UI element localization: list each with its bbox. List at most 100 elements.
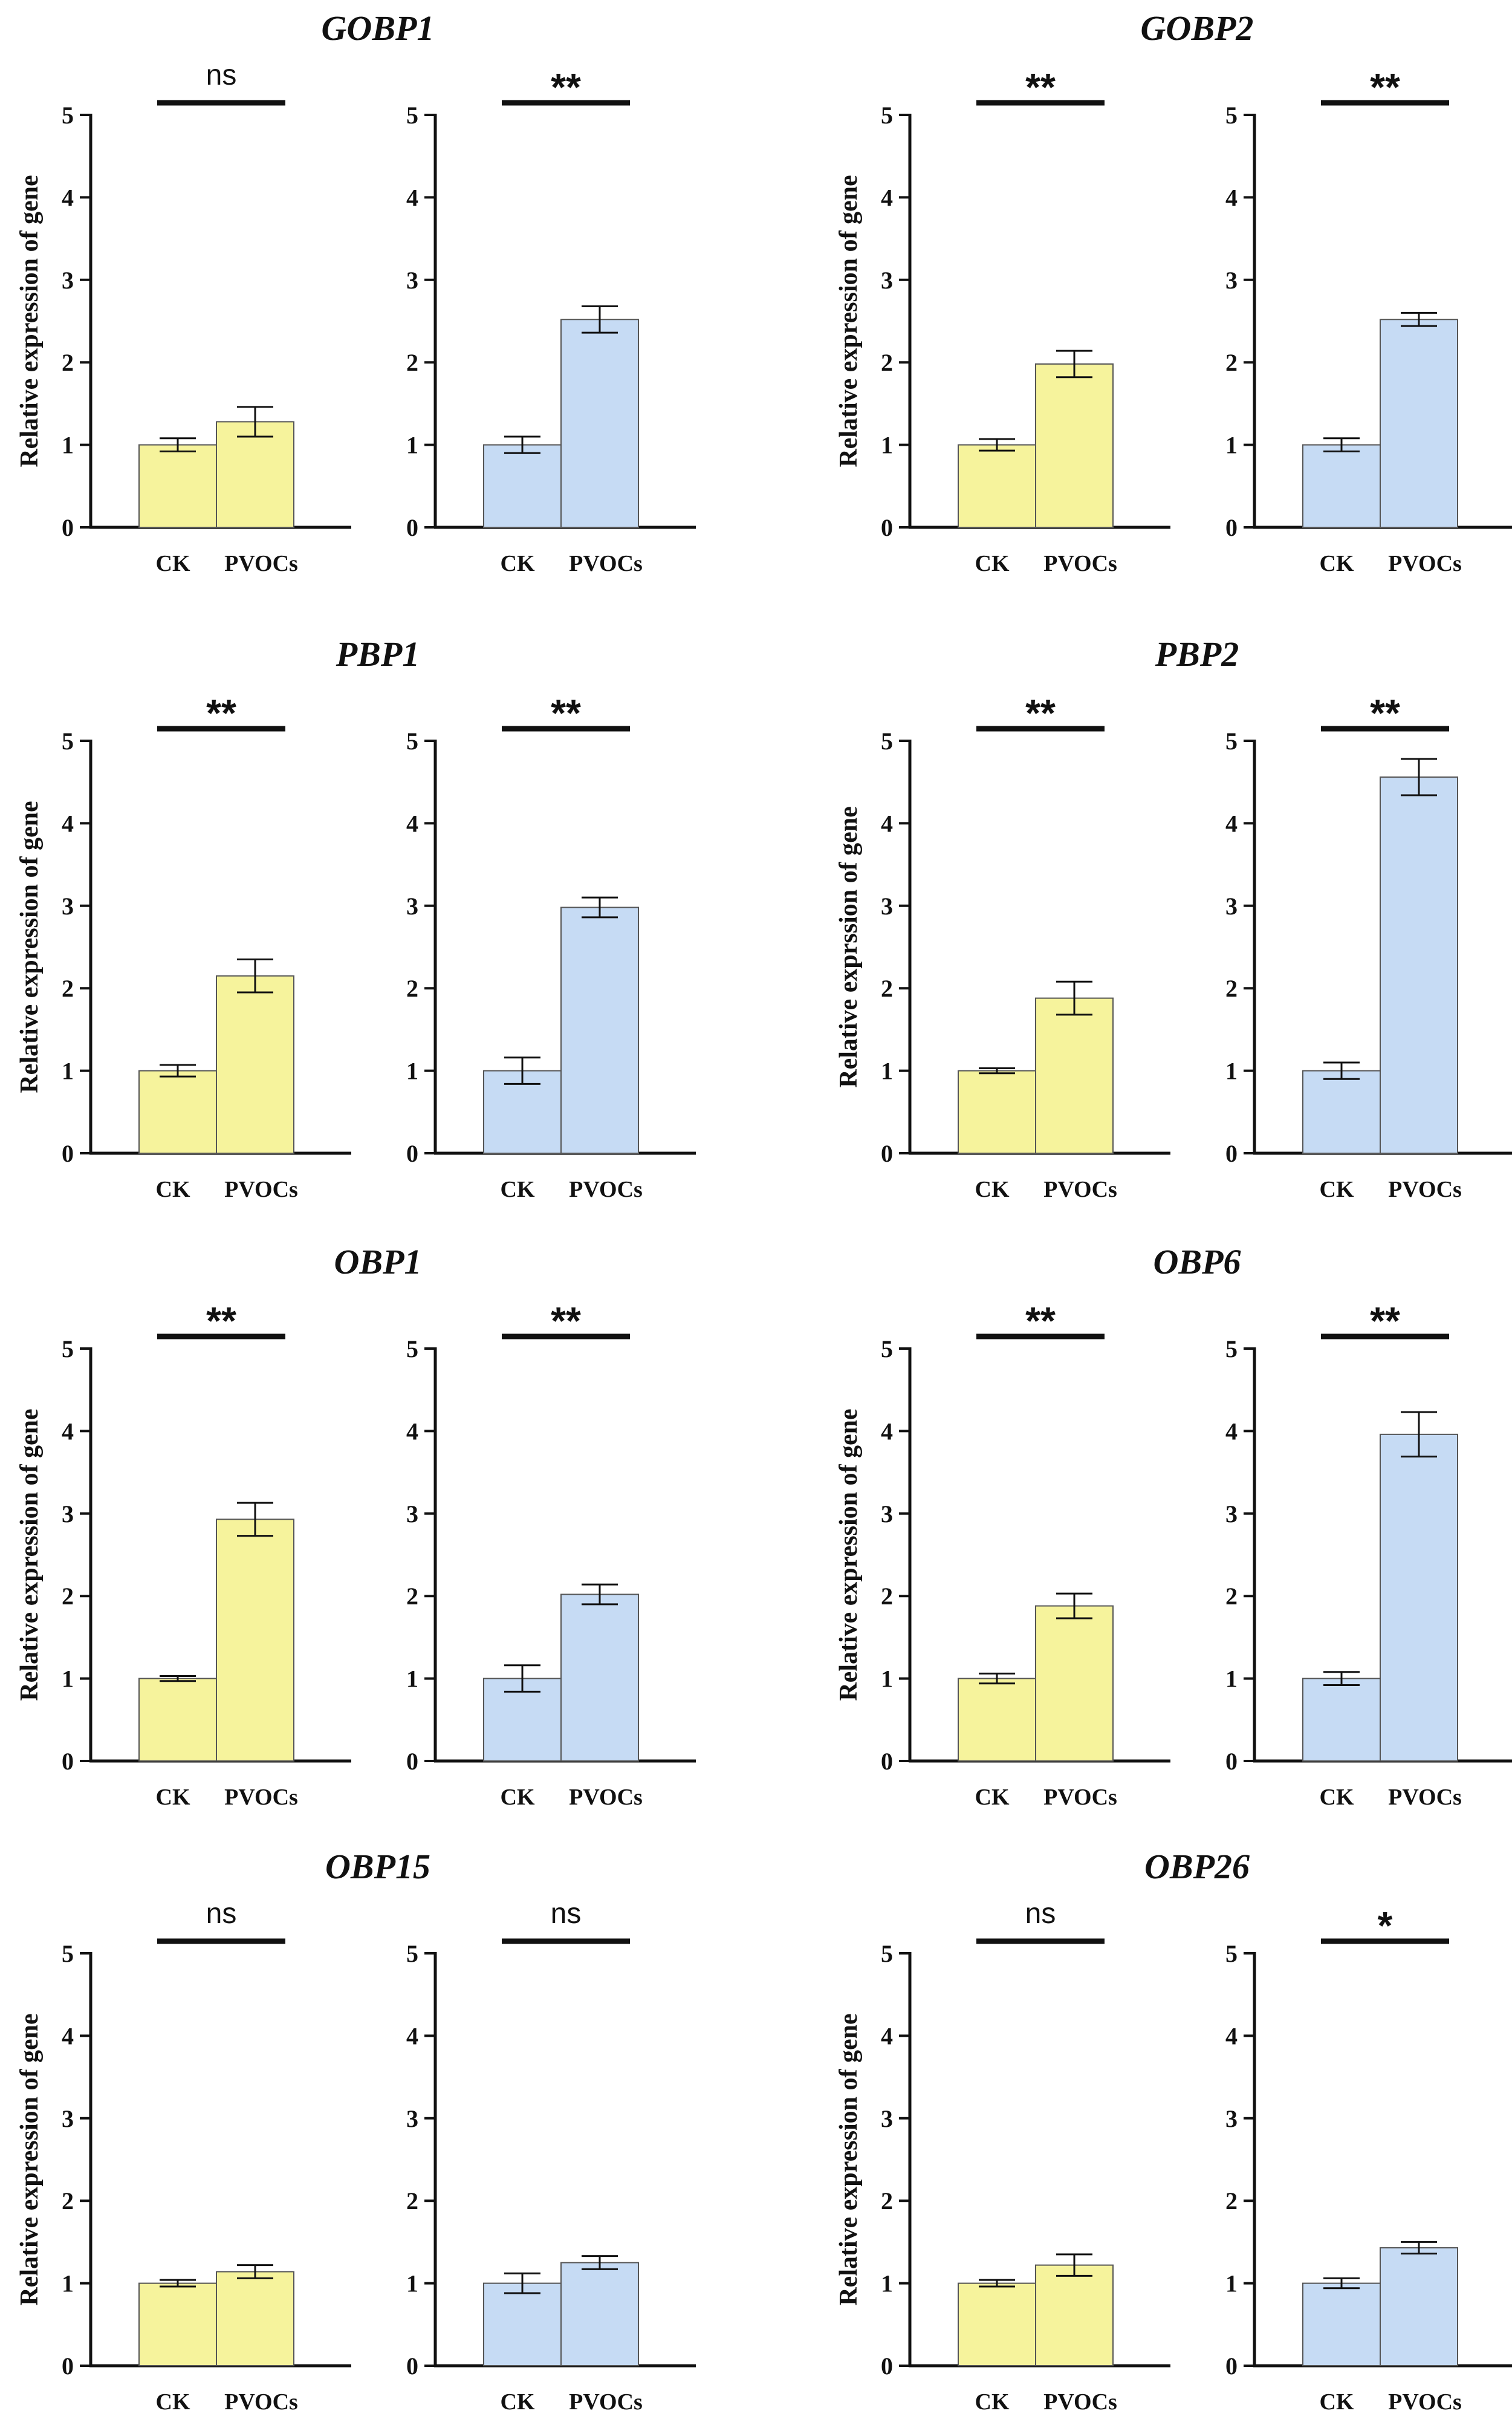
y-tick-label: 0 [406,1748,418,1775]
y-tick-label: 5 [406,1940,418,1967]
bar-pvocs [1035,997,1114,1154]
panel-left: 0 1 2 3 4 5 CK PVOCs ** [881,65,1170,576]
y-tick-label: 5 [62,102,74,129]
significance-label: ** [1370,691,1400,735]
y-tick-label: 5 [62,1335,74,1362]
gene-chart-gobp1: GOBP1 Relative expression of gene 0 1 2 3 4 5 CK… [16,8,696,576]
y-tick-label: 4 [1225,2022,1238,2049]
significance-label: ** [206,1299,236,1343]
bar-pvocs [560,1593,639,1762]
y-tick-label: 3 [62,267,74,294]
bar-ck [958,1678,1036,1762]
significance-label: ** [551,65,581,109]
y-tick-label: 0 [1225,1140,1238,1167]
y-tick-label: 1 [1225,1665,1238,1693]
y-tick-label: 0 [406,514,418,541]
category-label: CK [156,551,190,576]
y-tick-label: 4 [406,1418,418,1445]
significance-label: ns [551,1898,582,1930]
panel-right: 0 1 2 3 4 5 CK PVOCs * [1225,1904,1512,2415]
panel-right: 0 1 2 3 4 5 CK PVOCs ** [1225,65,1512,576]
y-tick-label: 1 [1225,432,1238,459]
bar-ck [138,444,217,528]
bar-ck [958,444,1036,528]
category-label: CK [975,1177,1010,1202]
panel-left: 0 1 2 3 4 5 CK PVOCs ns [62,1898,351,2415]
y-tick-label: 1 [881,1058,893,1085]
panel-left: 0 1 2 3 4 5 CK PVOCs ** [881,1299,1170,1810]
y-tick-label: 4 [881,2022,893,2049]
category-label: PVOCs [224,2389,298,2415]
y-tick-label: 2 [1225,349,1238,376]
category-label: PVOCs [1388,2389,1462,2415]
bar-ck [483,444,562,528]
y-tick-label: 2 [1225,975,1238,1002]
y-axis-label: Relative exprssion of gene [835,806,863,1087]
category-label: PVOCs [1043,551,1117,576]
y-tick-label: 1 [62,2270,74,2297]
y-tick-label: 5 [881,728,893,755]
significance-label: ** [1025,1299,1056,1343]
bar-pvocs [1380,776,1458,1154]
y-tick-label: 4 [62,1418,74,1445]
y-tick-label: 3 [62,1500,74,1528]
category-label: CK [1320,1785,1354,1810]
category-label: PVOCs [224,1785,298,1810]
bar-pvocs [1380,2247,1458,2366]
panel-left: 0 1 2 3 4 5 CK PVOCs ns [62,59,351,576]
bar-ck [138,1678,217,1762]
y-tick-label: 4 [1225,184,1238,211]
y-tick-label: 0 [1225,1748,1238,1775]
y-tick-label: 5 [1225,102,1238,129]
category-label: PVOCs [1388,551,1462,576]
bar-pvocs [216,1518,294,1762]
y-tick-label: 5 [1225,1940,1238,1967]
bar-pvocs [560,907,639,1154]
y-tick-label: 1 [881,432,893,459]
category-label: PVOCs [569,551,643,576]
y-tick-label: 3 [62,2105,74,2132]
y-tick-label: 0 [62,1748,74,1775]
y-tick-label: 4 [62,2022,74,2049]
y-tick-label: 5 [62,728,74,755]
y-tick-label: 2 [1225,1583,1238,1610]
category-label: CK [501,551,535,576]
bar-ck [958,2282,1036,2367]
bar-ck [958,1070,1036,1154]
y-tick-label: 4 [1225,810,1238,837]
panel-left: 0 1 2 3 4 5 CK PVOCs ns [881,1898,1170,2415]
y-tick-label: 5 [406,102,418,129]
bar-pvocs [1035,363,1114,528]
bar-pvocs [1035,2264,1114,2367]
y-tick-label: 3 [1225,893,1238,920]
panel-right: 0 1 2 3 4 5 CK PVOCs ** [1225,691,1512,1202]
bar-ck [138,2282,217,2367]
category-label: CK [975,2389,1010,2415]
y-tick-label: 4 [406,810,418,837]
panel-right: 0 1 2 3 4 5 CK PVOCs ** [406,1299,696,1810]
y-tick-label: 3 [881,2105,893,2132]
y-tick-label: 4 [406,2022,418,2049]
y-tick-label: 0 [62,514,74,541]
y-tick-label: 4 [881,1418,893,1445]
gene-title: GOBP2 [1141,8,1254,48]
gene-chart-pbp1: PBP1 Relative expression of gene 0 1 2 3 4 5 CK P… [16,634,696,1202]
panel-right: 0 1 2 3 4 5 CK PVOCs ** [406,691,696,1202]
y-tick-label: 1 [406,2270,418,2297]
category-label: CK [156,2389,190,2415]
significance-label: ** [206,691,236,735]
y-tick-label: 3 [1225,2105,1238,2132]
bar-ck [1302,2282,1381,2367]
y-tick-label: 1 [406,1058,418,1085]
panel-right: 0 1 2 3 4 5 CK PVOCs ns [406,1898,696,2415]
category-label: PVOCs [569,2389,643,2415]
gene-chart-obp15: OBP15 Relative expression of gene 0 1 2 3 4 5 CK… [16,1847,696,2415]
y-tick-label: 2 [62,1583,74,1610]
category-label: CK [975,551,1010,576]
bar-pvocs [1380,1433,1458,1762]
y-tick-label: 0 [62,2352,74,2380]
significance-label: ** [1370,65,1400,109]
y-tick-label: 0 [881,1140,893,1167]
y-tick-label: 4 [406,184,418,211]
gene-title: PBP1 [336,634,420,674]
